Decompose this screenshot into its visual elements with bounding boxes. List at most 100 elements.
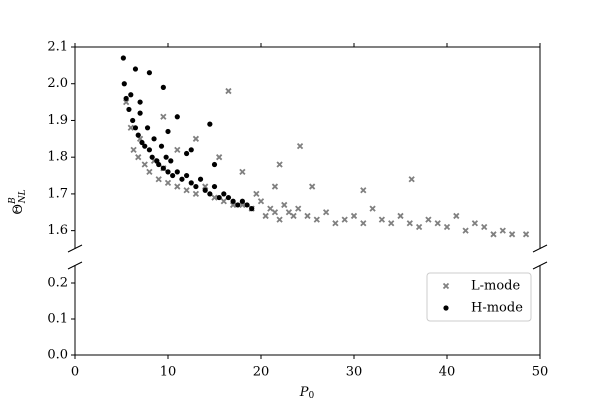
x-tick-label: 10 [160,365,177,380]
axes-frame [67,46,548,356]
x-tick-label: 40 [439,365,456,380]
point [120,55,126,61]
point [174,169,180,175]
point [296,143,304,150]
legend-label: L-mode [471,279,521,294]
point [174,114,180,120]
point [522,231,530,238]
point [158,143,165,149]
point [304,212,311,220]
point [184,172,190,179]
x-label-base: P [299,385,309,400]
point [341,216,348,223]
point [471,220,479,227]
point [220,198,227,205]
x-tick-label: 20 [253,365,270,380]
point [211,183,218,190]
point [239,201,246,209]
point [179,176,185,182]
point [211,161,218,168]
point [121,81,127,87]
point [123,98,130,106]
point [156,161,162,168]
point [132,125,139,131]
point [142,143,148,149]
point [183,187,190,194]
point [146,70,152,76]
point [388,220,395,227]
point [443,223,451,231]
point [239,198,245,204]
point [425,216,432,223]
y-tick-label: 1.6 [47,223,68,238]
point [168,158,174,164]
point [188,180,194,186]
point [295,205,302,212]
point [369,205,376,212]
point [406,220,413,227]
x-tick-label: 30 [346,365,363,380]
break-mark [532,261,548,270]
point [271,209,279,216]
point [249,206,255,212]
point [276,216,283,223]
point [165,169,171,175]
point [139,139,145,146]
point [164,179,172,187]
point [230,198,236,204]
point [225,194,232,201]
y-tick-label: 2.1 [47,40,68,55]
legend-box [426,272,532,322]
point [123,95,129,102]
point [408,176,415,183]
point [221,191,227,197]
point [322,209,330,216]
point [257,198,265,205]
point [137,99,143,105]
y-tick-label: 1.7 [47,186,68,201]
y-tick-label: 0.0 [47,348,68,363]
point [434,220,441,227]
point [202,187,208,193]
y-tick-label: 0.1 [47,312,68,327]
point [271,183,279,190]
point [160,84,166,90]
point [453,212,460,220]
point [130,146,137,153]
point [481,223,488,231]
point [165,128,171,135]
legend-marker [443,305,449,311]
point [174,183,181,190]
point [216,194,222,201]
point [309,183,316,190]
point [151,136,157,142]
y-tick-label: 2.0 [47,76,68,91]
point [146,168,153,176]
x-tick-label: 50 [532,365,549,380]
y-label-sub: NL [18,189,28,204]
point [184,150,190,157]
point [239,168,246,176]
point [415,223,423,231]
point [174,146,181,153]
point [211,194,218,201]
break-mark [532,244,548,253]
point [253,190,260,198]
point [188,147,194,153]
point [281,201,288,209]
y-label-base: Θ [11,204,26,215]
break-mark [67,261,83,270]
point [155,176,162,183]
x-axis-label: P0 [299,385,315,400]
y-tick-label: 1.9 [47,113,68,128]
y-label-sup: B [8,197,18,205]
point [160,113,167,120]
point [229,201,237,209]
point [332,220,339,227]
point [262,212,269,220]
point [225,87,232,95]
point [192,190,200,198]
point [192,135,200,142]
y-tick-label: 0.2 [47,276,68,291]
